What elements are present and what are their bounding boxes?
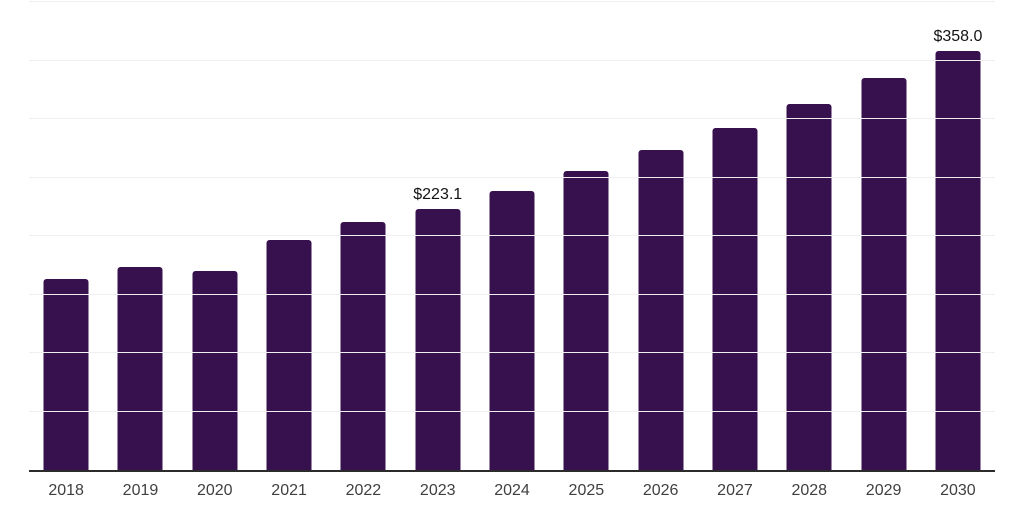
gridline-300 [29,118,995,119]
bar-column-2021 [252,2,326,470]
bar-value-label-2023: $223.1 [413,185,463,203]
bars-container: $223.1 $358.0 [29,2,995,470]
bar-2022 [340,222,386,470]
x-tick-label-2019: 2019 [122,482,159,499]
bar-2025 [563,171,609,470]
x-tick-label-2030: 2030 [940,482,976,499]
bar-2021 [266,239,312,470]
bar-column-2028 [772,2,846,470]
bar-2024 [489,190,535,470]
gridline-50 [29,410,995,412]
bar-column-2019 [103,2,177,470]
x-tick-label-2022: 2022 [345,482,382,499]
x-tick-label-2021: 2021 [271,482,307,499]
x-tick-label-2025: 2025 [568,482,605,499]
x-axis-tick-labels: 2018 2019 2020 2021 2022 2023 2024 2025 2026 2027… [29,481,995,500]
bar-column-2030: $358.0 [921,2,995,470]
bar-2023 [415,208,461,470]
bar-column-2022 [326,2,400,470]
gridline-400 [29,1,995,2]
gridline-100 [29,352,995,353]
bar-column-2026 [624,2,698,470]
x-tick-label-2027: 2027 [717,482,753,499]
bar-column-2025 [549,2,623,470]
bar-2028 [786,103,832,470]
bar-column-2027 [698,2,772,470]
bar-2020 [192,271,238,470]
bar-column-2024 [475,2,549,470]
bar-2026 [638,150,684,470]
gridline-350 [29,59,995,61]
x-tick-label-2018: 2018 [48,482,84,499]
gridline-250 [29,176,995,178]
bar-column-2018 [29,2,103,470]
gridline-200 [29,235,995,236]
bar-value-label-2030: $358.0 [933,28,983,46]
x-tick-label-2020: 2020 [196,482,233,499]
x-tick-label-2029: 2029 [865,482,902,499]
x-tick-label-2028: 2028 [791,482,828,499]
bar-column-2020 [178,2,252,470]
x-tick-label-2024: 2024 [494,482,530,499]
bar-2018 [43,279,89,470]
bar-2030 [935,51,981,470]
bar-2027 [712,127,758,470]
bar-column-2029 [846,2,920,470]
bar-2019 [117,267,163,470]
bar-column-2023: $223.1 [401,2,475,470]
bar-chart: $223.1 $358.0 2018 2019 2020 2021 2022 2023 202… [29,1,995,500]
x-tick-label-2026: 2026 [642,482,679,499]
x-tick-label-2023: 2023 [419,482,456,499]
plot-area: $223.1 $358.0 [29,1,995,472]
bar-2029 [861,78,907,470]
gridline-150 [29,293,995,295]
